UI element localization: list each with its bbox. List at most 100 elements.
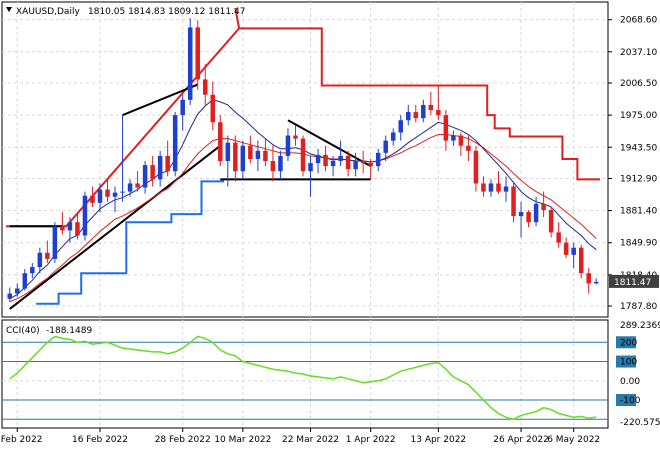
price-tick-label: 1943.50 [620, 143, 657, 153]
bear-candle-body [300, 138, 306, 172]
bull-candle-body [308, 163, 313, 172]
bull-candle-body [22, 273, 28, 289]
bull-candle-body [451, 135, 456, 141]
date-tick-label: 28 Feb 2022 [155, 435, 211, 445]
date-tick-label: 6 May 2022 [547, 435, 600, 445]
bear-candle-body [526, 212, 531, 223]
bear-candle-body [45, 252, 50, 259]
date-tick-label: 22 Mar 2022 [282, 435, 339, 445]
cci-series [9, 335, 597, 421]
bull-candle-body [398, 120, 404, 133]
bull-candle-body [120, 191, 125, 193]
bull-candle-body [383, 140, 388, 153]
bear-candle-body [563, 242, 569, 255]
date-tick-label: 10 Mar 2022 [214, 435, 271, 445]
date-tick-label: 16 Feb 2022 [72, 435, 128, 445]
cci-tick-label: 100 [620, 358, 637, 368]
chart-header-symbol: XAUUSD,Daily [16, 7, 80, 17]
channel-step-lines [6, 7, 600, 305]
bull-candle-body [240, 145, 246, 172]
bull-candle-body [353, 161, 358, 170]
bull-candle-body [330, 161, 336, 167]
price-tick-label: 1849.90 [620, 239, 657, 249]
bear-candle-body [360, 161, 366, 164]
bear-candle-body [481, 183, 486, 192]
bear-candle-body [428, 104, 434, 111]
bull-candle-body [15, 288, 20, 294]
bear-candle-body [323, 154, 328, 167]
bear-candle-body [586, 273, 591, 284]
bull-candle-body [142, 165, 148, 188]
bull-candle-body [180, 99, 185, 116]
bear-candle-body [233, 142, 238, 172]
cci-header-name: CCI(40) [6, 326, 40, 336]
bear-candle-body [556, 232, 561, 243]
bear-candle-body [165, 155, 170, 172]
bear-candle-body [270, 161, 276, 172]
falling-wedge-trendline [287, 119, 372, 167]
price-tick-label: 1881.40 [620, 207, 657, 217]
bear-candle-body [293, 135, 298, 139]
cci-tick-label: -220.5758 [620, 418, 660, 428]
cci-tick-label: 0.00 [620, 377, 640, 387]
support-step-line [36, 180, 225, 305]
cci-axis-labels: 289.2369 200 100 0.00 -100 -220.5758 [616, 321, 660, 428]
bull-candle-body [172, 115, 178, 172]
bull-candle-body [571, 247, 576, 255]
bear-candle-body [195, 27, 200, 80]
trendlines [9, 83, 372, 310]
price-tick-label: 1787.80 [620, 302, 657, 312]
bull-candle-body [52, 226, 58, 259]
price-tick-label: 1975.00 [620, 111, 657, 121]
bear-candle-body [105, 189, 110, 197]
bull-candle-body [97, 189, 103, 203]
bull-candle-body [421, 104, 426, 119]
chart-header-ohlc: 1810.05 1814.83 1809.12 1811.47 [88, 7, 245, 17]
bull-candle-body [7, 293, 13, 299]
cci-level-tag [616, 355, 636, 368]
bear-candle-body [578, 247, 584, 274]
date-tick-label: 13 Apr 2022 [411, 435, 467, 445]
bear-candle-body [473, 150, 479, 184]
bull-candle-body [67, 222, 73, 231]
cci-level-tag [616, 336, 636, 349]
cci-tick-label: 200 [620, 338, 637, 348]
bull-candle-body [488, 183, 494, 192]
bull-candle-body [30, 267, 35, 274]
last-price-tag [609, 274, 659, 288]
bull-candle-body [375, 152, 381, 167]
cci-tick-label: 289.2369 [620, 321, 660, 331]
bear-candle-body [413, 112, 419, 119]
date-tick-label: 1 Apr 2022 [346, 435, 396, 445]
candlesticks [7, 18, 599, 302]
cci-line [9, 335, 597, 421]
bull-candle-body [518, 212, 524, 217]
bear-candle-body [541, 203, 546, 210]
bull-candle-body [338, 155, 343, 162]
cci-level-tag [616, 394, 636, 407]
bear-candle-body [218, 122, 223, 162]
bull-candle-body [533, 203, 539, 223]
bull-candle-body [406, 112, 411, 121]
bear-candle-body [345, 155, 351, 170]
header-triangle-icon [6, 7, 12, 12]
bear-candle-body [248, 145, 253, 159]
cci-grid [16, 320, 575, 428]
bear-candle-body [458, 135, 464, 146]
bear-candle-body [90, 195, 95, 203]
bear-candle-body [511, 186, 516, 217]
bear-candle-body [466, 145, 471, 151]
bear-candle-body [150, 165, 155, 180]
bear-candle-body [75, 222, 80, 236]
resistance-step-line [6, 27, 600, 228]
bear-candle-body [202, 79, 208, 95]
bull-candle-body [157, 155, 163, 180]
lower-rising-trendline [9, 144, 221, 310]
date-tick-label: 26 Apr 2022 [493, 435, 549, 445]
bull-candle-body [82, 195, 88, 236]
bull-candle-body [593, 281, 599, 284]
cci-header-value: -188.1489 [46, 326, 92, 336]
bear-candle-body [443, 115, 449, 141]
